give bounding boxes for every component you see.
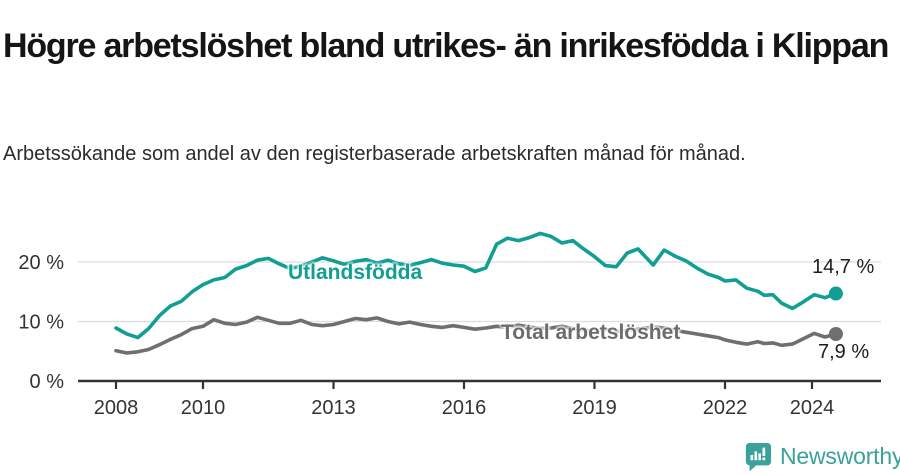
y-axis-tick-label: 10 % bbox=[18, 312, 64, 334]
bar-chart-speech-bubble-icon bbox=[745, 442, 772, 471]
y-axis-tick-label: 0 % bbox=[30, 371, 65, 393]
series-label-utlandsfodda: Utlandsfödda bbox=[288, 261, 423, 284]
x-axis-tick-label: 2016 bbox=[442, 397, 487, 419]
line-chart: 20 % 10 % 0 % 2008 2010 2013 2016 2019 2022 2024 bbox=[18, 231, 881, 419]
x-axis-tick-label: 2019 bbox=[572, 397, 617, 419]
x-axis-tick-label: 2024 bbox=[790, 397, 835, 419]
series-end-dot bbox=[828, 326, 843, 341]
y-axis-tick-label: 20 % bbox=[18, 252, 64, 274]
series-line-total-arbetsl-shet bbox=[114, 315, 838, 355]
x-axis-tick-label: 2008 bbox=[94, 397, 139, 419]
brand-name: Newsworthy bbox=[780, 442, 900, 469]
newsworthy-logo: Newsworthy bbox=[744, 441, 900, 471]
series-end-dot bbox=[828, 286, 843, 301]
series-label-total-arbetsloshet: Total arbetslöshet bbox=[501, 321, 681, 344]
chart-subtitle: Arbetssökande som andel av den registerb… bbox=[3, 143, 746, 165]
x-axis-tick-label: 2022 bbox=[703, 397, 748, 419]
end-value-label-total: 7,9 % bbox=[818, 341, 870, 363]
x-axis-tick-label: 2010 bbox=[181, 397, 226, 419]
series-line-utlandsf-dda bbox=[114, 231, 838, 340]
page-title: Högre arbetslöshet bland utrikes- än inr… bbox=[3, 26, 889, 65]
x-axis-tick-label: 2013 bbox=[311, 397, 356, 419]
end-value-label-utlandsfodda: 14,7 % bbox=[812, 256, 875, 278]
